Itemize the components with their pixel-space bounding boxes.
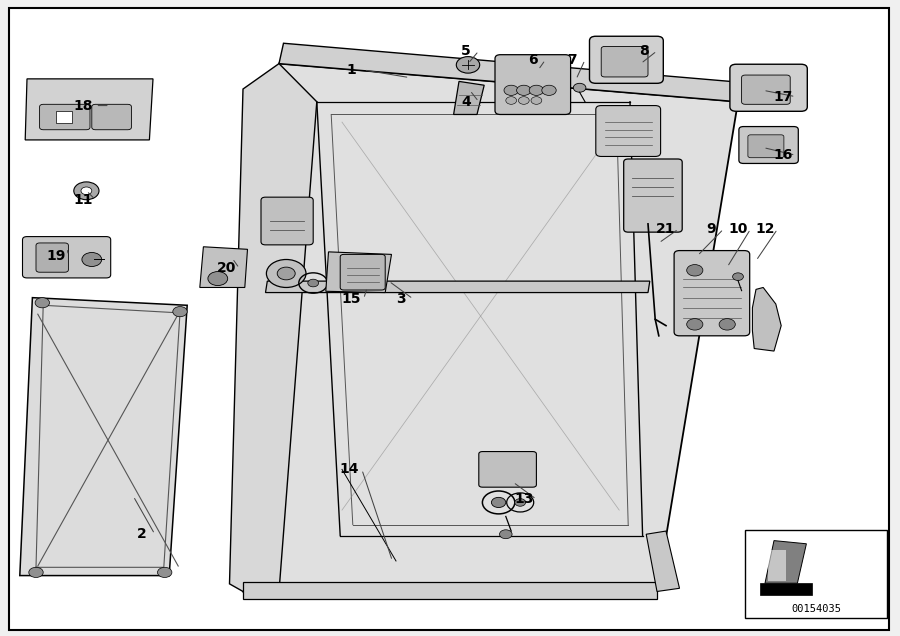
Circle shape: [531, 97, 542, 104]
Text: 00154035: 00154035: [791, 604, 842, 614]
Circle shape: [687, 265, 703, 276]
Circle shape: [515, 499, 526, 506]
Text: 2: 2: [138, 527, 147, 541]
Polygon shape: [266, 281, 650, 293]
Text: 21: 21: [656, 222, 676, 236]
Text: 14: 14: [339, 462, 359, 476]
Circle shape: [719, 319, 735, 330]
Polygon shape: [243, 64, 738, 591]
Circle shape: [518, 97, 529, 104]
Text: 9: 9: [706, 222, 716, 236]
Polygon shape: [454, 81, 484, 114]
Bar: [56, 111, 72, 123]
Circle shape: [733, 273, 743, 280]
FancyBboxPatch shape: [590, 36, 663, 83]
FancyBboxPatch shape: [22, 237, 111, 278]
FancyBboxPatch shape: [601, 46, 648, 77]
Text: 17: 17: [773, 90, 793, 104]
Polygon shape: [200, 247, 248, 287]
FancyBboxPatch shape: [36, 243, 68, 272]
Text: 6: 6: [528, 53, 537, 67]
Polygon shape: [230, 64, 317, 591]
Text: 8: 8: [640, 44, 649, 58]
Text: 5: 5: [462, 44, 471, 58]
Text: 12: 12: [755, 222, 775, 236]
FancyBboxPatch shape: [40, 104, 90, 130]
Circle shape: [82, 252, 102, 266]
Circle shape: [29, 567, 43, 577]
FancyBboxPatch shape: [261, 197, 313, 245]
Circle shape: [500, 530, 512, 539]
FancyBboxPatch shape: [495, 55, 571, 114]
Polygon shape: [20, 298, 187, 576]
Circle shape: [74, 182, 99, 200]
Circle shape: [35, 298, 50, 308]
Circle shape: [266, 259, 306, 287]
FancyBboxPatch shape: [596, 106, 661, 156]
Circle shape: [277, 267, 295, 280]
Text: 3: 3: [396, 292, 405, 306]
Circle shape: [529, 85, 544, 95]
Circle shape: [687, 319, 703, 330]
Text: 18: 18: [73, 99, 93, 113]
Circle shape: [456, 57, 480, 73]
Circle shape: [208, 272, 228, 286]
Circle shape: [81, 187, 92, 195]
Polygon shape: [752, 287, 781, 351]
Circle shape: [173, 307, 187, 317]
Polygon shape: [646, 531, 680, 591]
Text: 16: 16: [773, 148, 793, 162]
FancyBboxPatch shape: [340, 254, 385, 290]
Circle shape: [542, 85, 556, 95]
FancyBboxPatch shape: [92, 104, 131, 130]
Circle shape: [506, 97, 517, 104]
FancyBboxPatch shape: [674, 251, 750, 336]
FancyBboxPatch shape: [624, 159, 682, 232]
Text: 7: 7: [568, 53, 577, 67]
FancyBboxPatch shape: [730, 64, 807, 111]
Text: 4: 4: [462, 95, 471, 109]
Polygon shape: [326, 252, 392, 293]
Circle shape: [491, 497, 506, 508]
Text: 11: 11: [73, 193, 93, 207]
Bar: [745, 530, 887, 618]
Text: 19: 19: [46, 249, 66, 263]
Text: 15: 15: [341, 292, 361, 306]
FancyBboxPatch shape: [739, 127, 798, 163]
Circle shape: [308, 279, 319, 287]
Text: 10: 10: [728, 222, 748, 236]
FancyBboxPatch shape: [748, 135, 784, 158]
Polygon shape: [243, 582, 657, 599]
Bar: [760, 583, 812, 595]
Polygon shape: [765, 541, 806, 583]
Text: 13: 13: [514, 492, 534, 506]
Bar: [768, 550, 786, 581]
Text: 1: 1: [346, 63, 356, 77]
Polygon shape: [25, 79, 153, 140]
Polygon shape: [279, 43, 745, 102]
Text: 20: 20: [217, 261, 237, 275]
Circle shape: [504, 85, 518, 95]
FancyBboxPatch shape: [742, 75, 790, 104]
Circle shape: [573, 83, 586, 92]
Circle shape: [158, 567, 172, 577]
Circle shape: [517, 85, 531, 95]
FancyBboxPatch shape: [479, 452, 536, 487]
